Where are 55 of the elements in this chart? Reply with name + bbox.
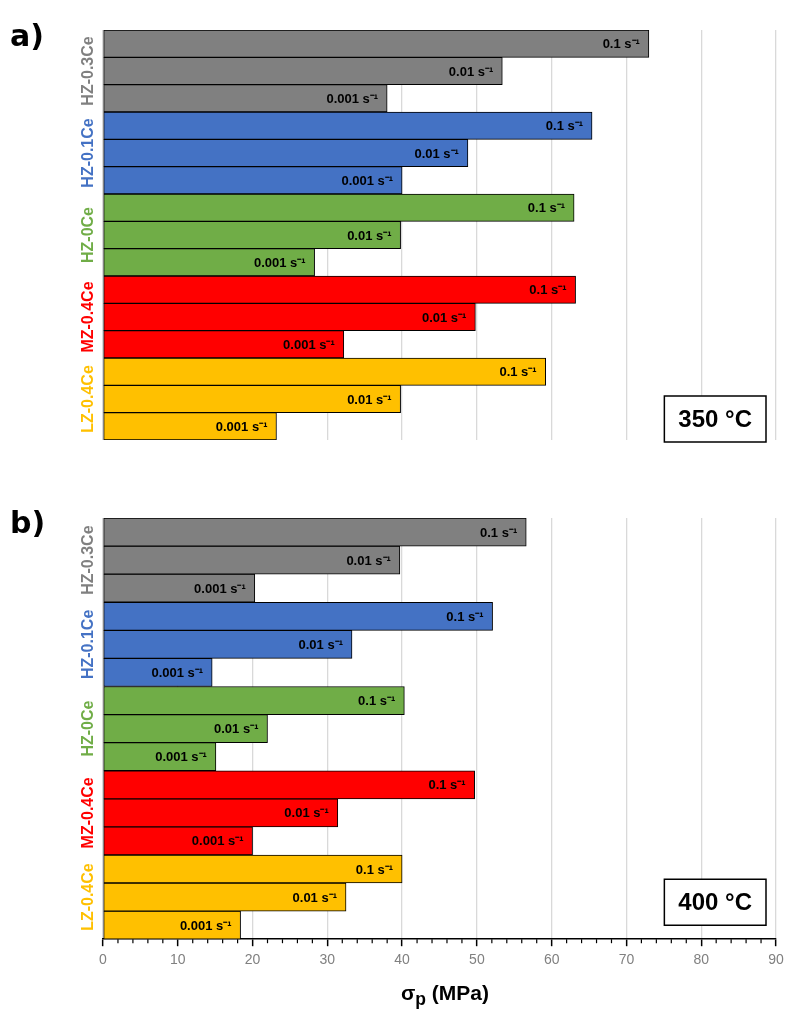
text: 0.001 s⁻¹ — [326, 90, 379, 106]
text: 0.1 s⁻¹ — [446, 608, 484, 624]
text: 0.1 s⁻¹ — [527, 200, 566, 216]
text: 0.1 s⁻¹ — [358, 693, 396, 709]
x-tick-label: 0 — [99, 951, 108, 968]
y-tick-label: HZ-0Ce — [79, 206, 97, 264]
y-tick-label: LZ-0.4Ce — [79, 365, 97, 433]
y-tick-label: HZ-0Ce — [79, 700, 97, 757]
annotation: 350 °C — [678, 404, 752, 432]
text: 0.001 s⁻¹ — [194, 580, 246, 596]
series-label: 0.001 s⁻¹ — [151, 665, 204, 681]
x-tick-label: 30 — [319, 951, 336, 968]
text: 0.001 s⁻¹ — [283, 336, 335, 352]
text: 0.1 s⁻¹ — [499, 364, 537, 380]
text: 0.001 s⁻¹ — [191, 833, 244, 849]
series-label: 0.01 s⁻¹ — [346, 552, 391, 568]
text: 0.1 s⁻¹ — [428, 777, 466, 793]
text: 0.01 s⁻¹ — [298, 636, 344, 652]
text: 0.001 s⁻¹ — [155, 749, 207, 765]
x-axis-title: σ$_{p}$ (MPa) — [399, 981, 491, 1011]
chart-title: a) — [10, 18, 44, 53]
x-tick-label: 50 — [469, 951, 485, 968]
y-tick-label: HZ-0.1Ce — [79, 609, 97, 680]
y-tick-label: HZ-0.3Ce — [79, 525, 97, 595]
x-tick-label: 10 — [169, 951, 186, 968]
y-tick-label: MZ-0.4Ce — [79, 281, 97, 353]
text: 0.01 s⁻¹ — [421, 309, 467, 325]
series-label: 0.1 s⁻¹ — [545, 118, 584, 134]
text: 0.1 s⁻¹ — [355, 861, 394, 877]
text: 0.01 s⁻¹ — [284, 805, 329, 821]
text: 0.1 s⁻¹ — [529, 282, 567, 298]
x-tick-label: 70 — [618, 951, 635, 968]
series-label: 0.1 s⁻¹ — [479, 524, 518, 540]
text: 0.01 s⁻¹ — [214, 721, 259, 737]
x-tick-label: 80 — [693, 951, 710, 968]
y-tick-label: HZ-0.3Ce — [79, 36, 97, 106]
text: 0.1 s⁻¹ — [602, 36, 640, 52]
series-label: 0.01 s⁻¹ — [414, 145, 459, 161]
x-tick-label: 20 — [244, 951, 261, 968]
text: 0.001 s⁻¹ — [215, 418, 268, 434]
series-label: 0.001 s⁻¹ — [253, 254, 306, 270]
x-tick-label: 40 — [394, 951, 411, 968]
text: 0.01 s⁻¹ — [347, 391, 392, 407]
y-tick-label: HZ-0.1Ce — [79, 118, 97, 188]
chart-title: b) — [10, 505, 46, 540]
text: 0.01 s⁻¹ — [347, 227, 392, 243]
y-tick-label: LZ-0.4Ce — [79, 863, 97, 931]
y-tick-label: MZ-0.4Ce — [79, 777, 97, 849]
text: 0.01 s⁻¹ — [448, 63, 494, 79]
x-tick-label: 60 — [543, 951, 560, 968]
text: 0.001 s⁻¹ — [179, 917, 232, 933]
text: 0.01 s⁻¹ — [292, 889, 338, 905]
x-tick-label: 90 — [768, 951, 784, 968]
text: 0.001 s⁻¹ — [341, 172, 394, 188]
annotation: 400 °C — [678, 887, 752, 915]
